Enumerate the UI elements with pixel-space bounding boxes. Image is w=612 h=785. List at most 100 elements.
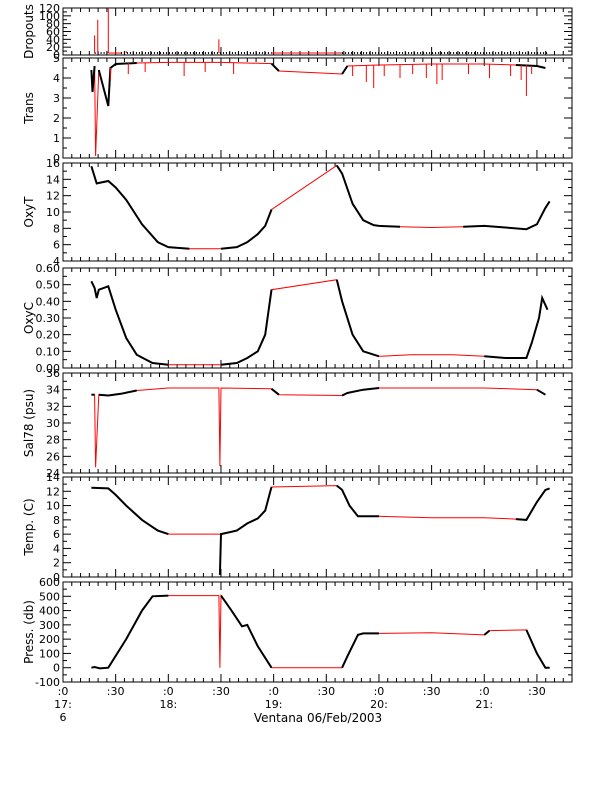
series-connector-line <box>91 387 546 468</box>
series-line <box>484 294 549 359</box>
x-tick-label: 19: <box>265 698 283 711</box>
y-tick-label: 1 <box>53 132 60 145</box>
y-tick-label: 0 <box>53 152 60 165</box>
y-tick-label: 0.60 <box>36 262 61 275</box>
series-line <box>220 289 273 366</box>
series-connector-line <box>90 164 551 250</box>
y-tick-label: 3 <box>53 92 60 105</box>
y-tick-label: 30 <box>46 417 60 430</box>
x-tick-label: 17: <box>54 698 72 711</box>
series-line <box>90 65 96 93</box>
series-line <box>525 629 550 669</box>
y-tick-label: 24 <box>46 467 60 480</box>
y-tick-label: 26 <box>46 450 60 463</box>
series-line <box>98 389 137 397</box>
y-tick-label: 10 <box>46 206 60 219</box>
y-tick-label: 6 <box>53 239 60 252</box>
y-tick-label: 28 <box>46 434 60 447</box>
y-tick-label: 32 <box>46 400 60 413</box>
y-tick-label: 20 <box>46 41 60 54</box>
y-tick-label: 16 <box>46 157 60 170</box>
x-tick-label: 20: <box>370 698 388 711</box>
x-tick-label: :30 <box>528 685 546 698</box>
y-tick-label: 500 <box>39 590 60 603</box>
series-line <box>341 65 349 75</box>
series-line <box>220 209 273 250</box>
x-tick-label: :30 <box>212 685 230 698</box>
y-tick-label: 2 <box>53 557 60 570</box>
y-tick-label: 0.10 <box>36 345 61 358</box>
panel-frame <box>62 162 573 262</box>
y-tick-label: 80 <box>46 18 60 31</box>
y-tick-label: 4 <box>53 542 60 555</box>
x-tick-label: :0 <box>268 685 279 698</box>
y-tick-label: 100 <box>39 647 60 660</box>
series-line <box>90 280 169 366</box>
series-connector-line <box>91 594 550 669</box>
panel-2: 0 1 2 3 4 5 Trans <box>22 52 573 165</box>
panel-5: 24 26 28 30 32 34 36 Sal78 (psu) <box>22 367 573 480</box>
series-line <box>90 166 190 250</box>
y-tick-label: 200 <box>39 633 60 646</box>
series-line <box>341 387 380 397</box>
y-tick-label: 600 <box>39 576 60 589</box>
y-tick-label: 8 <box>53 222 60 235</box>
y-tick-label: 36 <box>46 367 60 380</box>
y-tick-label: 2 <box>53 112 60 125</box>
panel-frame <box>62 581 573 683</box>
x-axis-label: Ventana 06/Feb/2003 <box>254 711 382 725</box>
series-line <box>483 629 491 636</box>
series-line <box>536 388 546 396</box>
y-tick-label: -100 <box>35 676 60 689</box>
y-tick-label: 34 <box>46 384 60 397</box>
y-tick-label: 10 <box>46 500 60 513</box>
series-connector-line <box>90 61 546 157</box>
series-line <box>515 64 546 69</box>
series-line <box>341 632 379 669</box>
y-tick-label: 4 <box>53 72 60 85</box>
y-axis-label: OxyC <box>22 302 36 334</box>
panel-3: 4 6 8 10 12 14 16 OxyT <box>22 157 573 268</box>
y-tick-label: 120 <box>39 2 60 15</box>
panel-frame <box>62 7 573 56</box>
y-tick-label: 0 <box>53 571 60 584</box>
y-tick-label: 0 <box>53 662 60 675</box>
y-tick-label: 6 <box>53 528 60 541</box>
series-line <box>515 487 550 521</box>
x-tick-label: :30 <box>107 685 125 698</box>
y-tick-label: 100 <box>39 10 60 23</box>
y-tick-label: 0.30 <box>36 312 61 325</box>
series-connector-line <box>91 485 550 575</box>
x-tick-label: 18: <box>159 698 177 711</box>
y-tick-label: 14 <box>46 471 60 484</box>
y-tick-label: 0.20 <box>36 329 61 342</box>
y-tick-label: 14 <box>46 173 60 186</box>
series-line <box>220 595 273 669</box>
series-line <box>270 62 280 72</box>
y-tick-label: 60 <box>46 26 60 39</box>
series-line <box>218 486 273 575</box>
y-axis-label: Trans <box>22 92 36 125</box>
y-tick-label: 12 <box>46 485 60 498</box>
y-axis-label: Dropouts <box>22 4 36 59</box>
x-tick-label: :0 <box>479 685 490 698</box>
y-tick-label: 12 <box>46 190 60 203</box>
series-line <box>91 594 169 670</box>
y-tick-label: 8 <box>53 514 60 527</box>
y-tick-label: 0 <box>53 49 60 62</box>
y-axis-label: OxyT <box>22 196 36 228</box>
x-axis: :017:6:30:018::30:019::30:020::30:021::3… <box>54 685 546 724</box>
series-connector-line <box>90 279 548 366</box>
series-line <box>336 484 379 518</box>
y-tick-label: 300 <box>39 619 60 632</box>
series-line <box>97 62 137 107</box>
x-tick-label: :0 <box>163 685 174 698</box>
chart-panels: 020406080100120Dropouts012345Trans468101… <box>22 2 573 689</box>
series-line <box>91 486 169 536</box>
y-axis-label: Sal78 (psu) <box>22 389 36 457</box>
series-line <box>335 164 401 228</box>
